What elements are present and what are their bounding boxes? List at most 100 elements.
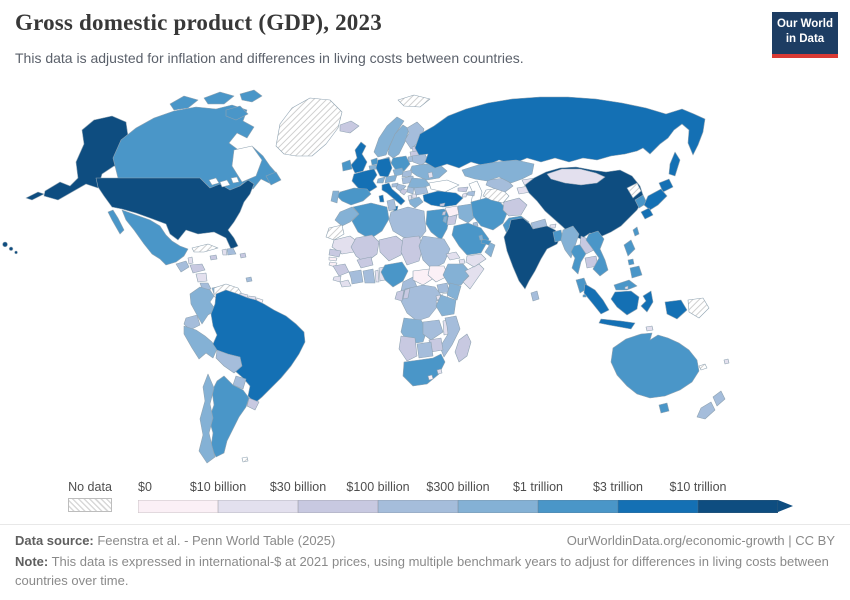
country-moldova[interactable] xyxy=(427,171,434,179)
owid-link[interactable]: OurWorldinData.org/economic-growth | CC … xyxy=(566,533,835,548)
country-afghanistan[interactable] xyxy=(502,197,528,217)
country-indonesia-kalimantan[interactable] xyxy=(610,290,640,316)
country-south-africa[interactable] xyxy=(402,353,446,387)
owid-logo[interactable]: Our World in Data xyxy=(772,12,838,58)
country-spain[interactable] xyxy=(336,187,372,206)
country-mongolia[interactable] xyxy=(546,168,606,186)
country-ghana[interactable] xyxy=(362,268,376,284)
country-austria[interactable] xyxy=(384,174,398,184)
country-botswana[interactable] xyxy=(416,341,434,359)
country-haiti[interactable] xyxy=(221,248,228,256)
country-japan-kyushu[interactable] xyxy=(640,207,654,220)
country-japan-honshu[interactable] xyxy=(643,188,668,211)
country-tanzania[interactable] xyxy=(435,294,457,317)
country-sudan[interactable] xyxy=(418,235,451,270)
country-lesotho[interactable] xyxy=(427,374,434,381)
country-svalbard[interactable] xyxy=(397,94,431,108)
country-egypt[interactable] xyxy=(425,208,451,241)
country-western-sahara[interactable] xyxy=(325,224,345,241)
country-united-arab-emirates[interactable] xyxy=(480,238,492,246)
country-poland[interactable] xyxy=(390,155,411,172)
country-guatemala[interactable] xyxy=(175,260,190,273)
country-norway[interactable] xyxy=(373,116,405,158)
country-congo[interactable] xyxy=(402,287,411,300)
country-ivory-coast[interactable] xyxy=(348,269,364,285)
country-italy-sardinia[interactable] xyxy=(378,194,385,203)
country-tunisia[interactable] xyxy=(386,198,397,212)
country-niger[interactable] xyxy=(378,235,406,262)
country-canada-arctic-4[interactable] xyxy=(225,105,249,121)
country-canada-arctic-1[interactable] xyxy=(169,95,199,111)
legend-no-data-swatch[interactable] xyxy=(68,498,112,512)
country-ukraine[interactable] xyxy=(409,163,448,181)
country-mexico-baja[interactable] xyxy=(107,209,125,235)
country-belize[interactable] xyxy=(187,256,194,265)
country-kazakhstan[interactable] xyxy=(461,159,535,184)
country-peru[interactable] xyxy=(183,325,218,360)
country-belarus[interactable] xyxy=(411,153,429,166)
country-vietnam[interactable] xyxy=(585,230,609,277)
country-azerbaijan[interactable] xyxy=(466,190,476,197)
country-indonesia-sumatra[interactable] xyxy=(583,283,610,315)
country-iceland[interactable] xyxy=(339,120,360,134)
country-italy[interactable] xyxy=(381,182,406,206)
country-bosnia-and-herzegovina[interactable] xyxy=(399,188,409,196)
country-sierra-leone[interactable] xyxy=(332,275,342,283)
country-dominican-republic[interactable] xyxy=(226,247,237,256)
country-canada-arctic-3[interactable] xyxy=(239,89,263,103)
country-australia[interactable] xyxy=(610,332,700,399)
country-bulgaria[interactable] xyxy=(413,186,429,196)
country-indonesia-sulawesi[interactable] xyxy=(640,290,654,313)
country-madagascar[interactable] xyxy=(454,333,472,363)
country-qatar[interactable] xyxy=(478,234,484,241)
country-nigeria[interactable] xyxy=(380,261,409,288)
country-united-states-hawaii[interactable] xyxy=(2,241,18,255)
country-malaysia-borneo[interactable] xyxy=(613,279,638,291)
country-falkland-islands[interactable] xyxy=(241,456,249,463)
country-japan-hokkaido[interactable] xyxy=(658,178,674,193)
country-mexico[interactable] xyxy=(121,209,189,266)
country-namibia[interactable] xyxy=(398,335,418,362)
country-eritrea[interactable] xyxy=(445,251,461,261)
country-slovakia[interactable] xyxy=(401,169,413,178)
country-china[interactable] xyxy=(524,166,645,240)
country-bhutan[interactable] xyxy=(549,223,557,229)
legend-bin-3[interactable] xyxy=(298,500,378,513)
country-new-caledonia[interactable] xyxy=(698,363,708,371)
legend-bin-2[interactable] xyxy=(218,500,298,513)
country-brazil[interactable] xyxy=(210,289,306,404)
country-chad[interactable] xyxy=(400,235,424,266)
country-finland[interactable] xyxy=(404,121,425,150)
country-gambia[interactable] xyxy=(328,256,338,262)
country-libya[interactable] xyxy=(388,206,427,242)
country-lebanon[interactable] xyxy=(441,210,447,216)
country-philippines-mindanao[interactable] xyxy=(629,265,643,279)
country-canada-newfoundland[interactable] xyxy=(265,171,282,186)
country-georgia[interactable] xyxy=(457,186,469,193)
country-sri-lanka[interactable] xyxy=(530,290,540,302)
country-taiwan[interactable] xyxy=(632,226,640,237)
country-nicaragua[interactable] xyxy=(195,272,208,283)
country-armenia[interactable] xyxy=(461,192,468,198)
country-indonesia-papua[interactable] xyxy=(664,299,688,320)
country-togo[interactable] xyxy=(374,269,380,283)
country-liberia[interactable] xyxy=(339,279,352,288)
legend-bin-5[interactable] xyxy=(458,500,538,513)
country-greece[interactable] xyxy=(408,196,424,209)
country-algeria[interactable] xyxy=(351,202,390,240)
country-cyprus[interactable] xyxy=(439,202,446,207)
country-bolivia[interactable] xyxy=(215,349,243,374)
country-burkina-faso[interactable] xyxy=(356,256,374,269)
country-canada-arctic-2[interactable] xyxy=(203,91,235,105)
country-uruguay[interactable] xyxy=(246,397,260,411)
country-cuba[interactable] xyxy=(191,243,219,253)
legend-bin-7[interactable] xyxy=(618,500,698,513)
country-morocco[interactable] xyxy=(334,206,360,227)
country-russia[interactable] xyxy=(414,96,706,169)
country-turkey[interactable] xyxy=(422,190,464,208)
legend-bin-1[interactable] xyxy=(138,500,218,513)
country-south-sudan[interactable] xyxy=(427,265,449,283)
country-argentina[interactable] xyxy=(208,375,250,458)
legend-bin-4[interactable] xyxy=(378,500,458,513)
country-united-kingdom[interactable] xyxy=(350,141,368,174)
